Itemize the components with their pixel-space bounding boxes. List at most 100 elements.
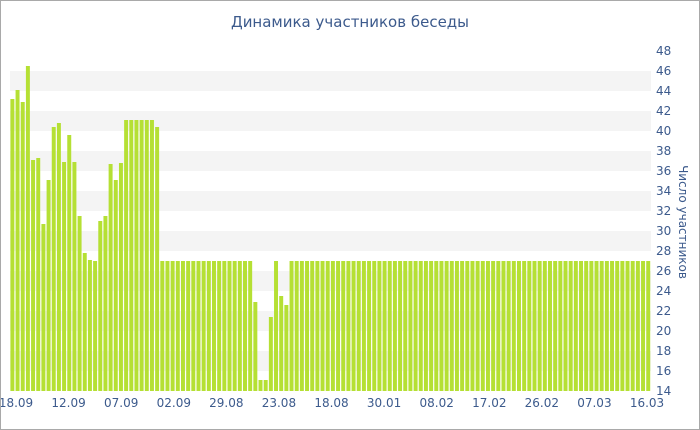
bar [294, 261, 299, 391]
bar [439, 261, 444, 391]
x-tick-label: 12.09 [51, 396, 85, 410]
bar [217, 261, 222, 391]
bar [584, 261, 589, 391]
bar [377, 261, 382, 391]
bar [56, 123, 61, 391]
bar [491, 261, 496, 391]
x-tick-label: 08.02 [420, 396, 454, 410]
bar [222, 261, 227, 391]
bar [325, 261, 330, 391]
bar [77, 216, 82, 391]
x-tick-label: 17.02 [472, 396, 506, 410]
bar [139, 120, 144, 391]
bar [511, 261, 516, 391]
bar [485, 261, 490, 391]
bar [548, 261, 552, 391]
bar [191, 261, 196, 391]
y-tick-label: 34 [656, 184, 671, 198]
x-tick-label: 26.02 [525, 396, 559, 410]
bar [108, 164, 113, 391]
bars [10, 66, 651, 391]
bar [206, 261, 211, 391]
bar [268, 317, 273, 391]
bar [553, 261, 558, 391]
y-axis-label: Число участников [676, 165, 690, 279]
y-tick-label: 30 [656, 224, 671, 238]
bar [429, 261, 434, 391]
bar [155, 127, 160, 391]
grid-band [10, 191, 651, 211]
bar [103, 216, 108, 391]
bar [382, 261, 387, 391]
bar [248, 261, 253, 391]
y-tick-label: 46 [656, 64, 671, 78]
bar [310, 261, 315, 391]
x-tick-label: 07.03 [577, 396, 611, 410]
bar [118, 163, 123, 391]
x-tick-label: 23.08 [262, 396, 296, 410]
bar [98, 221, 103, 391]
bar [568, 261, 573, 391]
y-tick-label: 42 [656, 104, 671, 118]
grid-band [10, 151, 651, 171]
bar [113, 180, 118, 391]
y-tick-label: 32 [656, 204, 671, 218]
x-tick-label: 18.08 [314, 396, 348, 410]
grid-band [10, 271, 651, 291]
bar [175, 261, 180, 391]
bar [449, 261, 454, 391]
y-tick-label: 16 [656, 364, 671, 378]
bar [299, 261, 304, 391]
bar [196, 261, 201, 391]
grid-band [10, 311, 651, 331]
bar [496, 261, 501, 391]
bar [434, 261, 439, 391]
bar [392, 261, 397, 391]
bar [403, 261, 408, 391]
bar [186, 261, 191, 391]
bar [144, 120, 149, 391]
bar [336, 261, 341, 391]
bar [361, 261, 366, 391]
y-tick-label: 26 [656, 264, 671, 278]
bar [330, 261, 335, 391]
bar [372, 261, 377, 391]
grid-band [10, 231, 651, 251]
bar [31, 160, 36, 391]
bar [149, 120, 154, 391]
bar [413, 261, 418, 391]
chart-title: Динамика участников беседы [230, 13, 470, 31]
bar [398, 261, 403, 391]
bar [227, 261, 232, 391]
bar [408, 261, 413, 391]
bar [563, 261, 568, 391]
bar [387, 261, 392, 391]
bar [25, 66, 30, 391]
grid-bands [10, 71, 651, 371]
bar [573, 261, 578, 391]
bar [444, 261, 449, 391]
bar [289, 261, 294, 391]
x-tick-label: 02.09 [157, 396, 191, 410]
grid-band [10, 71, 651, 91]
bar [522, 261, 527, 391]
bar [253, 302, 258, 391]
bar [212, 261, 216, 391]
x-tick-label: 18.09 [1, 396, 33, 410]
bar [367, 261, 372, 391]
bar [646, 261, 651, 391]
y-tick-label: 44 [656, 84, 671, 98]
grid-band [10, 111, 651, 131]
bar [41, 224, 46, 391]
bar [423, 261, 428, 391]
y-tick-label: 20 [656, 324, 671, 338]
bar [20, 102, 25, 391]
bar [542, 261, 547, 391]
bar [279, 296, 284, 391]
bar [36, 158, 41, 391]
y-tick-label: 24 [656, 284, 671, 298]
bar [641, 261, 646, 391]
bar [465, 261, 470, 391]
x-axis-ticks: 18.09 12.09 07.09 02.09 29.08 23.08 18.08 30.01… [1, 396, 664, 410]
bar [129, 120, 134, 391]
